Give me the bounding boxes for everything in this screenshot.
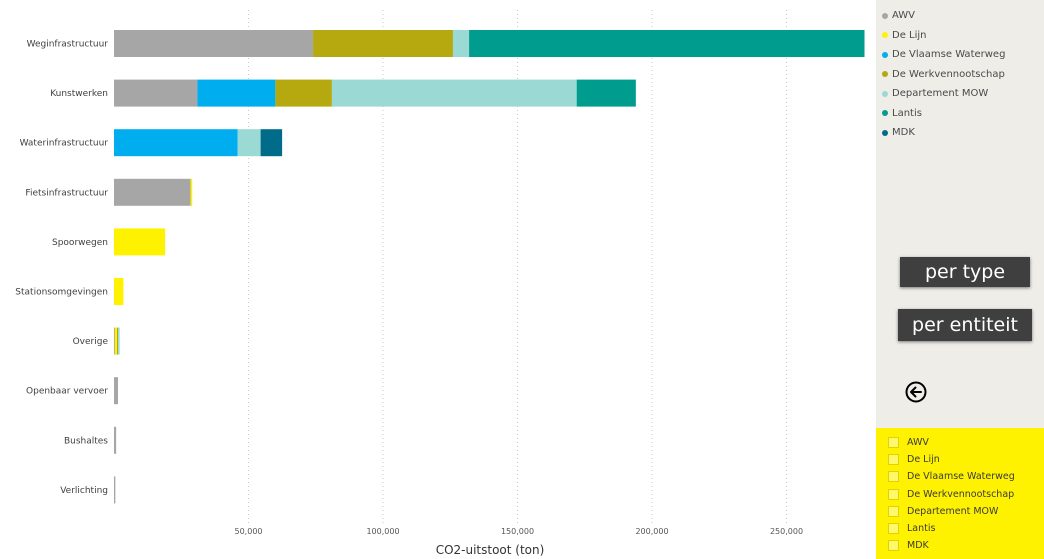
bar-segment[interactable] xyxy=(114,178,191,206)
slicer-list: AWV De Lijn De Vlaamse Waterweg De Werkvenn… xyxy=(876,428,1044,554)
legend-marker xyxy=(882,32,888,39)
legend-item[interactable]: De Werkvennootschap xyxy=(882,65,1005,85)
per-type-button[interactable]: per type xyxy=(900,257,1030,287)
legend-marker xyxy=(882,12,888,19)
back-arrow-icon[interactable] xyxy=(904,380,928,404)
bar-segment[interactable] xyxy=(116,327,119,355)
x-axis-ticks: 50,000 100,000 150,000 200,000 250,000 xyxy=(235,527,804,536)
legend-label: De Werkvennootschap xyxy=(892,68,1005,80)
bar-segment[interactable] xyxy=(313,30,453,57)
slicer-item-label: Departement MOW xyxy=(907,505,999,517)
slicer-item[interactable]: De Lijn xyxy=(888,451,1044,468)
x-tick-label: 200,000 xyxy=(635,527,668,536)
entity-slicer: AWV De Lijn De Vlaamse Waterweg De Werkvenn… xyxy=(876,428,1044,559)
x-tick-label: 150,000 xyxy=(501,527,534,536)
bar-segment[interactable] xyxy=(114,327,115,355)
x-axis-title: CO2-uitstoot (ton) xyxy=(436,543,545,557)
legend-item[interactable]: AWV xyxy=(882,6,1005,26)
bar-segment[interactable] xyxy=(114,327,117,355)
bar-segment[interactable] xyxy=(114,228,166,256)
legend-label: Departement MOW xyxy=(892,88,989,100)
slicer-item-label: MDK xyxy=(907,540,929,552)
slicer-item-label: De Werkvennootschap xyxy=(907,488,1015,500)
per-entiteit-button[interactable]: per entiteit xyxy=(898,309,1032,341)
bar-segment[interactable] xyxy=(114,476,116,504)
category-label: Verlichting xyxy=(60,486,108,496)
checkbox[interactable] xyxy=(888,471,899,483)
category-label: Kunstwerken xyxy=(50,89,108,99)
category-labels: Weginfrastructuur Kunstwerken Waterinfrast… xyxy=(15,40,108,496)
bar-segment[interactable] xyxy=(576,79,636,107)
checkbox[interactable] xyxy=(888,454,899,466)
legend-label: De Lijn xyxy=(892,29,927,41)
legend-item[interactable]: MDK xyxy=(882,123,1005,143)
category-label: Overige xyxy=(73,337,109,347)
checkbox[interactable] xyxy=(888,523,899,535)
x-tick-label: 100,000 xyxy=(366,527,399,536)
bar-segment[interactable] xyxy=(114,426,117,454)
slicer-item-label: AWV xyxy=(907,437,929,449)
bar-segment[interactable] xyxy=(114,129,238,157)
checkbox[interactable] xyxy=(888,540,899,552)
slicer-item[interactable]: Departement MOW xyxy=(888,503,1044,520)
bar-segment[interactable] xyxy=(114,377,119,405)
checkbox[interactable] xyxy=(888,505,899,517)
category-label: Bushaltes xyxy=(64,436,108,446)
slicer-item[interactable]: MDK xyxy=(888,537,1044,554)
bar-segment[interactable] xyxy=(275,79,332,107)
legend-item[interactable]: Lantis xyxy=(882,104,1005,124)
slicer-item-label: Lantis xyxy=(907,523,936,535)
bar-segment[interactable] xyxy=(114,278,124,305)
stacked-bar-chart: Weginfrastructuur Kunstwerken Waterinfrast… xyxy=(15,10,865,557)
bar-segment[interactable] xyxy=(237,129,261,157)
bar-segment[interactable] xyxy=(114,79,198,107)
checkbox[interactable] xyxy=(888,437,899,449)
chart-bars xyxy=(114,30,865,504)
slicer-item-label: De Vlaamse Waterweg xyxy=(907,471,1015,483)
legend-marker xyxy=(882,110,888,117)
legend-label: De Vlaamse Waterweg xyxy=(892,49,1006,61)
slicer-item[interactable]: AWV xyxy=(888,434,1044,451)
category-label: Spoorwegen xyxy=(52,238,108,248)
legend-item[interactable]: De Lijn xyxy=(882,26,1005,46)
bar-segment[interactable] xyxy=(190,178,193,206)
x-tick-label: 50,000 xyxy=(235,527,263,536)
x-tick-label: 250,000 xyxy=(770,527,803,536)
slicer-item-label: De Lijn xyxy=(907,454,940,466)
slicer-item[interactable]: De Werkvennootschap xyxy=(888,486,1044,503)
legend-marker xyxy=(882,129,888,136)
bar-segment[interactable] xyxy=(118,327,120,355)
slicer-item[interactable]: De Vlaamse Waterweg xyxy=(888,468,1044,485)
category-label: Waterinfrastructuur xyxy=(20,139,109,149)
bar-segment[interactable] xyxy=(197,79,276,107)
legend-label: Lantis xyxy=(892,107,922,119)
category-label: Fietsinfrastructuur xyxy=(25,188,108,198)
checkbox[interactable] xyxy=(888,488,899,500)
category-label: Openbaar vervoer xyxy=(26,387,108,397)
legend-marker xyxy=(882,90,888,97)
bar-segment[interactable] xyxy=(469,30,865,57)
category-label: Stationsomgevingen xyxy=(15,288,108,298)
slicer-item[interactable]: Lantis xyxy=(888,520,1044,537)
bar-segment[interactable] xyxy=(114,30,314,57)
legend: AWV De Lijn De Vlaamse Waterweg De Werkvenn… xyxy=(882,6,1005,143)
legend-label: MDK xyxy=(892,127,915,139)
legend-marker xyxy=(882,51,888,58)
bar-segment[interactable] xyxy=(452,30,470,57)
category-label: Weginfrastructuur xyxy=(27,40,109,50)
bar-segment[interactable] xyxy=(260,129,283,157)
legend-item[interactable]: Departement MOW xyxy=(882,84,1005,104)
legend-marker xyxy=(882,71,888,78)
legend-item[interactable]: De Vlaamse Waterweg xyxy=(882,45,1005,65)
side-panel xyxy=(876,0,1044,428)
legend-label: AWV xyxy=(892,10,916,22)
bar-segment[interactable] xyxy=(331,79,577,107)
